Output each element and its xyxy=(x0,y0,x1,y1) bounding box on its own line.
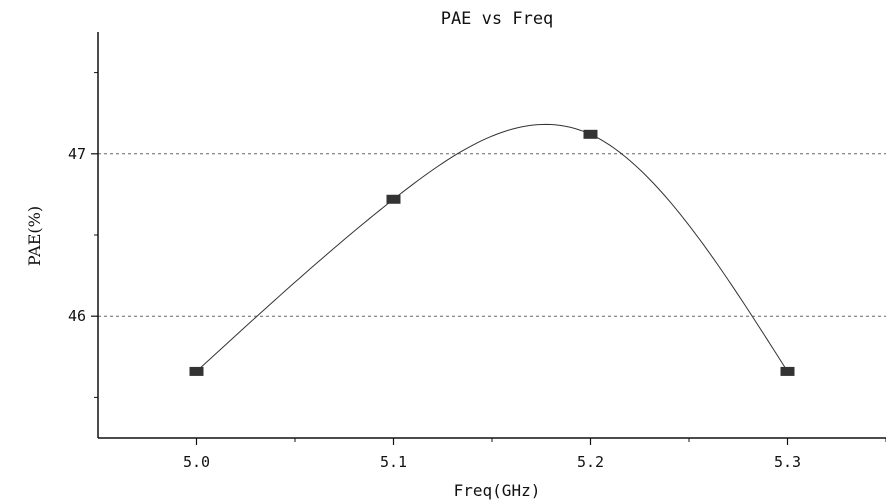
chart-title: PAE vs Freq xyxy=(441,9,554,29)
x-tick-labels: 5.0 5.1 5.2 5.3 xyxy=(183,453,801,471)
x-tick-label: 5.0 xyxy=(183,453,210,471)
y-tick-label: 46 xyxy=(68,307,86,325)
data-markers xyxy=(189,129,795,376)
data-point xyxy=(780,366,795,376)
axes xyxy=(91,32,886,445)
series-curve xyxy=(196,123,788,372)
x-tick-label: 5.3 xyxy=(774,453,801,471)
data-point xyxy=(386,194,401,204)
y-tick-label: 47 xyxy=(68,145,86,163)
x-tick-label: 5.1 xyxy=(380,453,407,471)
data-point xyxy=(189,366,204,376)
gridlines xyxy=(98,153,886,317)
x-axis-label: Freq(GHz) xyxy=(454,481,541,500)
x-tick-label: 5.2 xyxy=(577,453,604,471)
data-point xyxy=(583,129,598,139)
y-tick-labels: 46 47 xyxy=(68,145,86,325)
y-axis-label: PAE(%) xyxy=(25,206,44,266)
